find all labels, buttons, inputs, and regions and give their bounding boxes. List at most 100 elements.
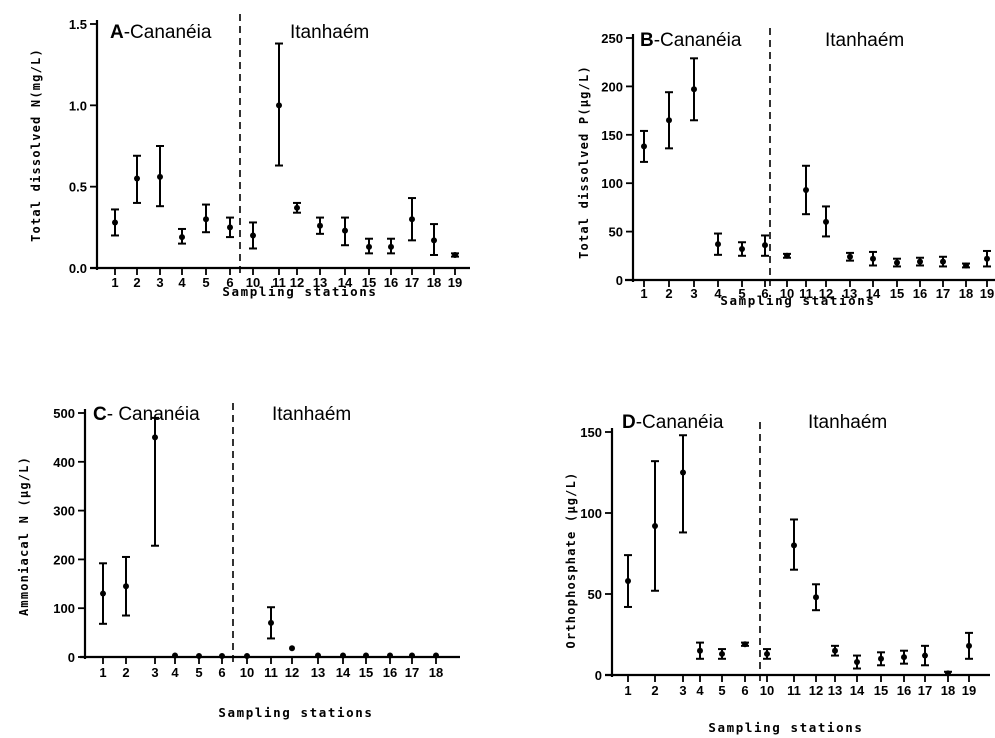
x-tick-label: 13 — [311, 665, 325, 680]
y-axis-label: Ammoniacal N (µg/L) — [17, 456, 31, 616]
y-tick-label: 300 — [53, 504, 75, 519]
y-tick-label: 0.5 — [69, 180, 87, 195]
region-label-itanhaem: Itanhaém — [825, 30, 904, 51]
x-tick-label: 18 — [941, 683, 955, 698]
data-point — [739, 246, 745, 253]
y-axis-label: Total dissolved P(µg/L) — [577, 65, 591, 259]
data-point — [219, 653, 225, 660]
panel-d: 0 50 100 150 D-Cananéia Itanhaém Orthophosphat… — [564, 412, 990, 735]
region-label-itanhaem: Itanhaém — [290, 22, 369, 43]
x-tick-label: 13 — [313, 275, 327, 290]
x-tick-label: 2 — [133, 275, 140, 290]
x-tick-label: 17 — [918, 683, 932, 698]
data-point — [870, 255, 876, 262]
data-point — [100, 590, 106, 597]
x-tick-label: 16 — [897, 683, 911, 698]
x-tick-label: 6 — [218, 665, 225, 680]
y-tick-label: 150 — [601, 128, 623, 143]
x-tick-label: 12 — [809, 683, 823, 698]
x-tick-label: 14 — [866, 286, 881, 301]
x-tick-label: 10 — [780, 286, 794, 301]
data-point — [847, 253, 853, 260]
x-tick-label: 4 — [714, 286, 722, 301]
data-point — [803, 186, 809, 193]
x-axis-label: Sampling stations — [708, 720, 863, 735]
x-tick-label: 1 — [111, 275, 118, 290]
data-point — [917, 258, 923, 265]
y-tick-label: 0 — [68, 650, 75, 665]
data-point — [625, 578, 631, 585]
x-tick-label: 15 — [362, 275, 376, 290]
data-point — [409, 216, 415, 223]
y-tick-label: 50 — [588, 587, 602, 602]
x-axis-label: Sampling stations — [222, 284, 377, 299]
data-point — [196, 653, 202, 660]
x-tick-label: 11 — [787, 683, 801, 698]
data-point — [963, 262, 969, 269]
y-tick-label: 150 — [580, 425, 602, 440]
data-point — [340, 652, 346, 659]
data-point — [940, 258, 946, 265]
y-tick-label: 100 — [601, 176, 623, 191]
x-tick-label: 6 — [741, 683, 748, 698]
data-point — [227, 224, 233, 231]
data-point — [244, 653, 250, 660]
y-tick-label: 200 — [53, 552, 75, 567]
region-label-cananeia: D-Cananéia — [622, 412, 724, 433]
data-point — [452, 251, 458, 258]
data-point — [387, 652, 393, 659]
data-point — [680, 469, 686, 476]
x-tick-label: 10 — [246, 275, 260, 290]
data-point — [762, 242, 768, 249]
data-point — [363, 652, 369, 659]
x-tick-label: 3 — [690, 286, 697, 301]
x-tick-label: 17 — [405, 275, 419, 290]
data-point — [854, 659, 860, 666]
data-point — [317, 222, 323, 229]
data-point — [901, 654, 907, 661]
region-label-itanhaem: Itanhaém — [808, 412, 887, 433]
y-tick-label: 100 — [53, 601, 75, 616]
x-tick-label: 2 — [651, 683, 658, 698]
x-tick-label: 5 — [195, 665, 202, 680]
panel-b: 0 50 100 150 200 250 B-Cananéia Itanhaém Total d… — [577, 28, 995, 308]
x-tick-label: 16 — [913, 286, 927, 301]
data-point — [784, 252, 790, 259]
region-label-itanhaem: Itanhaém — [272, 404, 351, 425]
y-tick-label: 50 — [609, 225, 623, 240]
y-tick-label: 1.0 — [69, 98, 87, 113]
x-tick-label: 4 — [178, 275, 186, 290]
data-point — [878, 655, 884, 662]
x-tick-label: 2 — [665, 286, 672, 301]
x-tick-label: 16 — [383, 665, 397, 680]
x-tick-label: 5 — [738, 286, 745, 301]
data-point — [203, 216, 209, 223]
data-point — [179, 234, 185, 241]
data-point — [172, 652, 178, 659]
data-point — [697, 647, 703, 654]
data-point — [294, 204, 300, 211]
data-point — [823, 218, 829, 225]
x-tick-label: 17 — [405, 665, 419, 680]
region-label-cananeia: B-Cananéia — [640, 30, 742, 51]
data-point — [157, 173, 163, 180]
y-tick-label: 0 — [616, 273, 623, 288]
x-tick-label: 10 — [760, 683, 774, 698]
x-tick-label: 15 — [874, 683, 888, 698]
region-label-cananeia: A-Cananéia — [110, 22, 212, 43]
data-point — [250, 232, 256, 239]
x-tick-label: 17 — [936, 286, 950, 301]
data-point — [715, 241, 721, 248]
x-tick-label: 13 — [843, 286, 857, 301]
x-tick-label: 19 — [962, 683, 976, 698]
x-tick-label: 3 — [679, 683, 686, 698]
region-label-cananeia: C- Cananéia — [93, 404, 200, 425]
data-point — [922, 652, 928, 659]
y-tick-label: 1.5 — [69, 17, 87, 32]
data-point — [813, 594, 819, 601]
x-tick-label: 15 — [890, 286, 904, 301]
data-point — [719, 650, 725, 657]
data-point — [764, 650, 770, 657]
data-point — [652, 522, 658, 529]
x-tick-label: 6 — [226, 275, 233, 290]
